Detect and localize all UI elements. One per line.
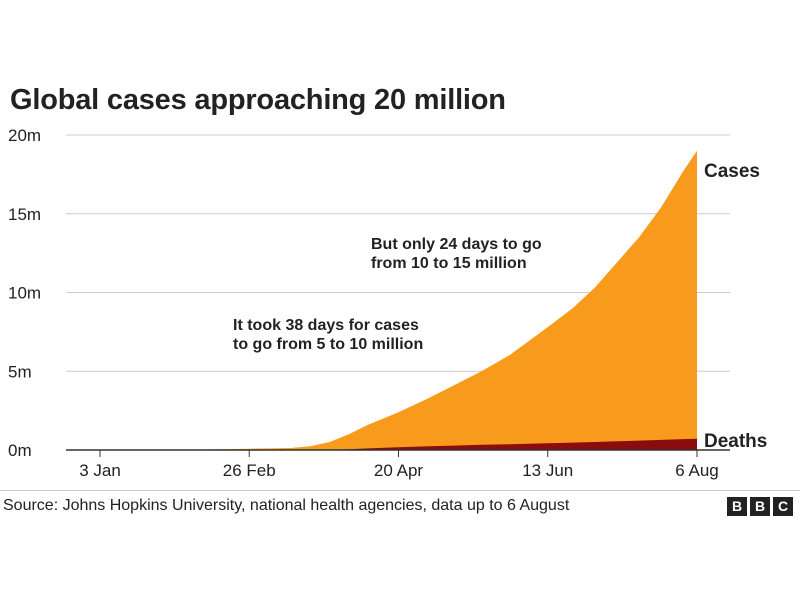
annotation: But only 24 days to go from 10 to 15 mill… (371, 236, 542, 272)
y-tick-label: 15m (8, 205, 41, 224)
cases-area (100, 150, 697, 451)
x-tick-label: 26 Feb (223, 461, 276, 480)
x-tick-label: 13 Jun (522, 461, 573, 480)
deaths-area (100, 438, 697, 450)
annotation-line: to go from 5 to 10 million (233, 336, 423, 353)
annotation-line: But only 24 days to go (371, 236, 542, 253)
logo-letter: B (727, 497, 747, 516)
x-tick-label: 6 Aug (675, 461, 719, 480)
x-tick-label: 3 Jan (79, 461, 121, 480)
series-label-deaths: Deaths (704, 431, 767, 452)
y-tick-label: 20m (8, 126, 41, 145)
series-label-cases: Cases (704, 161, 760, 182)
logo-letter: B (750, 497, 770, 516)
logo-letter: C (773, 497, 793, 516)
chart-title: Global cases approaching 20 million (10, 84, 506, 116)
chart: 0m 5m 10m 15m 20m 3 Jan 26 Feb 20 Apr 13 Jun 6 Au… (8, 126, 767, 480)
x-tick-label: 20 Apr (374, 461, 423, 480)
annotation-line: It took 38 days for cases (233, 317, 419, 334)
y-tick-label: 10m (8, 284, 41, 303)
source-note: Source: Johns Hopkins University, nation… (3, 497, 570, 514)
source-divider (0, 490, 800, 491)
annotation: It took 38 days for cases to go from 5 to… (233, 317, 423, 353)
bbc-logo: B B C (727, 497, 793, 516)
y-tick-label: 5m (8, 362, 32, 381)
annotation-line: from 10 to 15 million (371, 255, 527, 272)
y-tick-label: 0m (8, 441, 32, 460)
